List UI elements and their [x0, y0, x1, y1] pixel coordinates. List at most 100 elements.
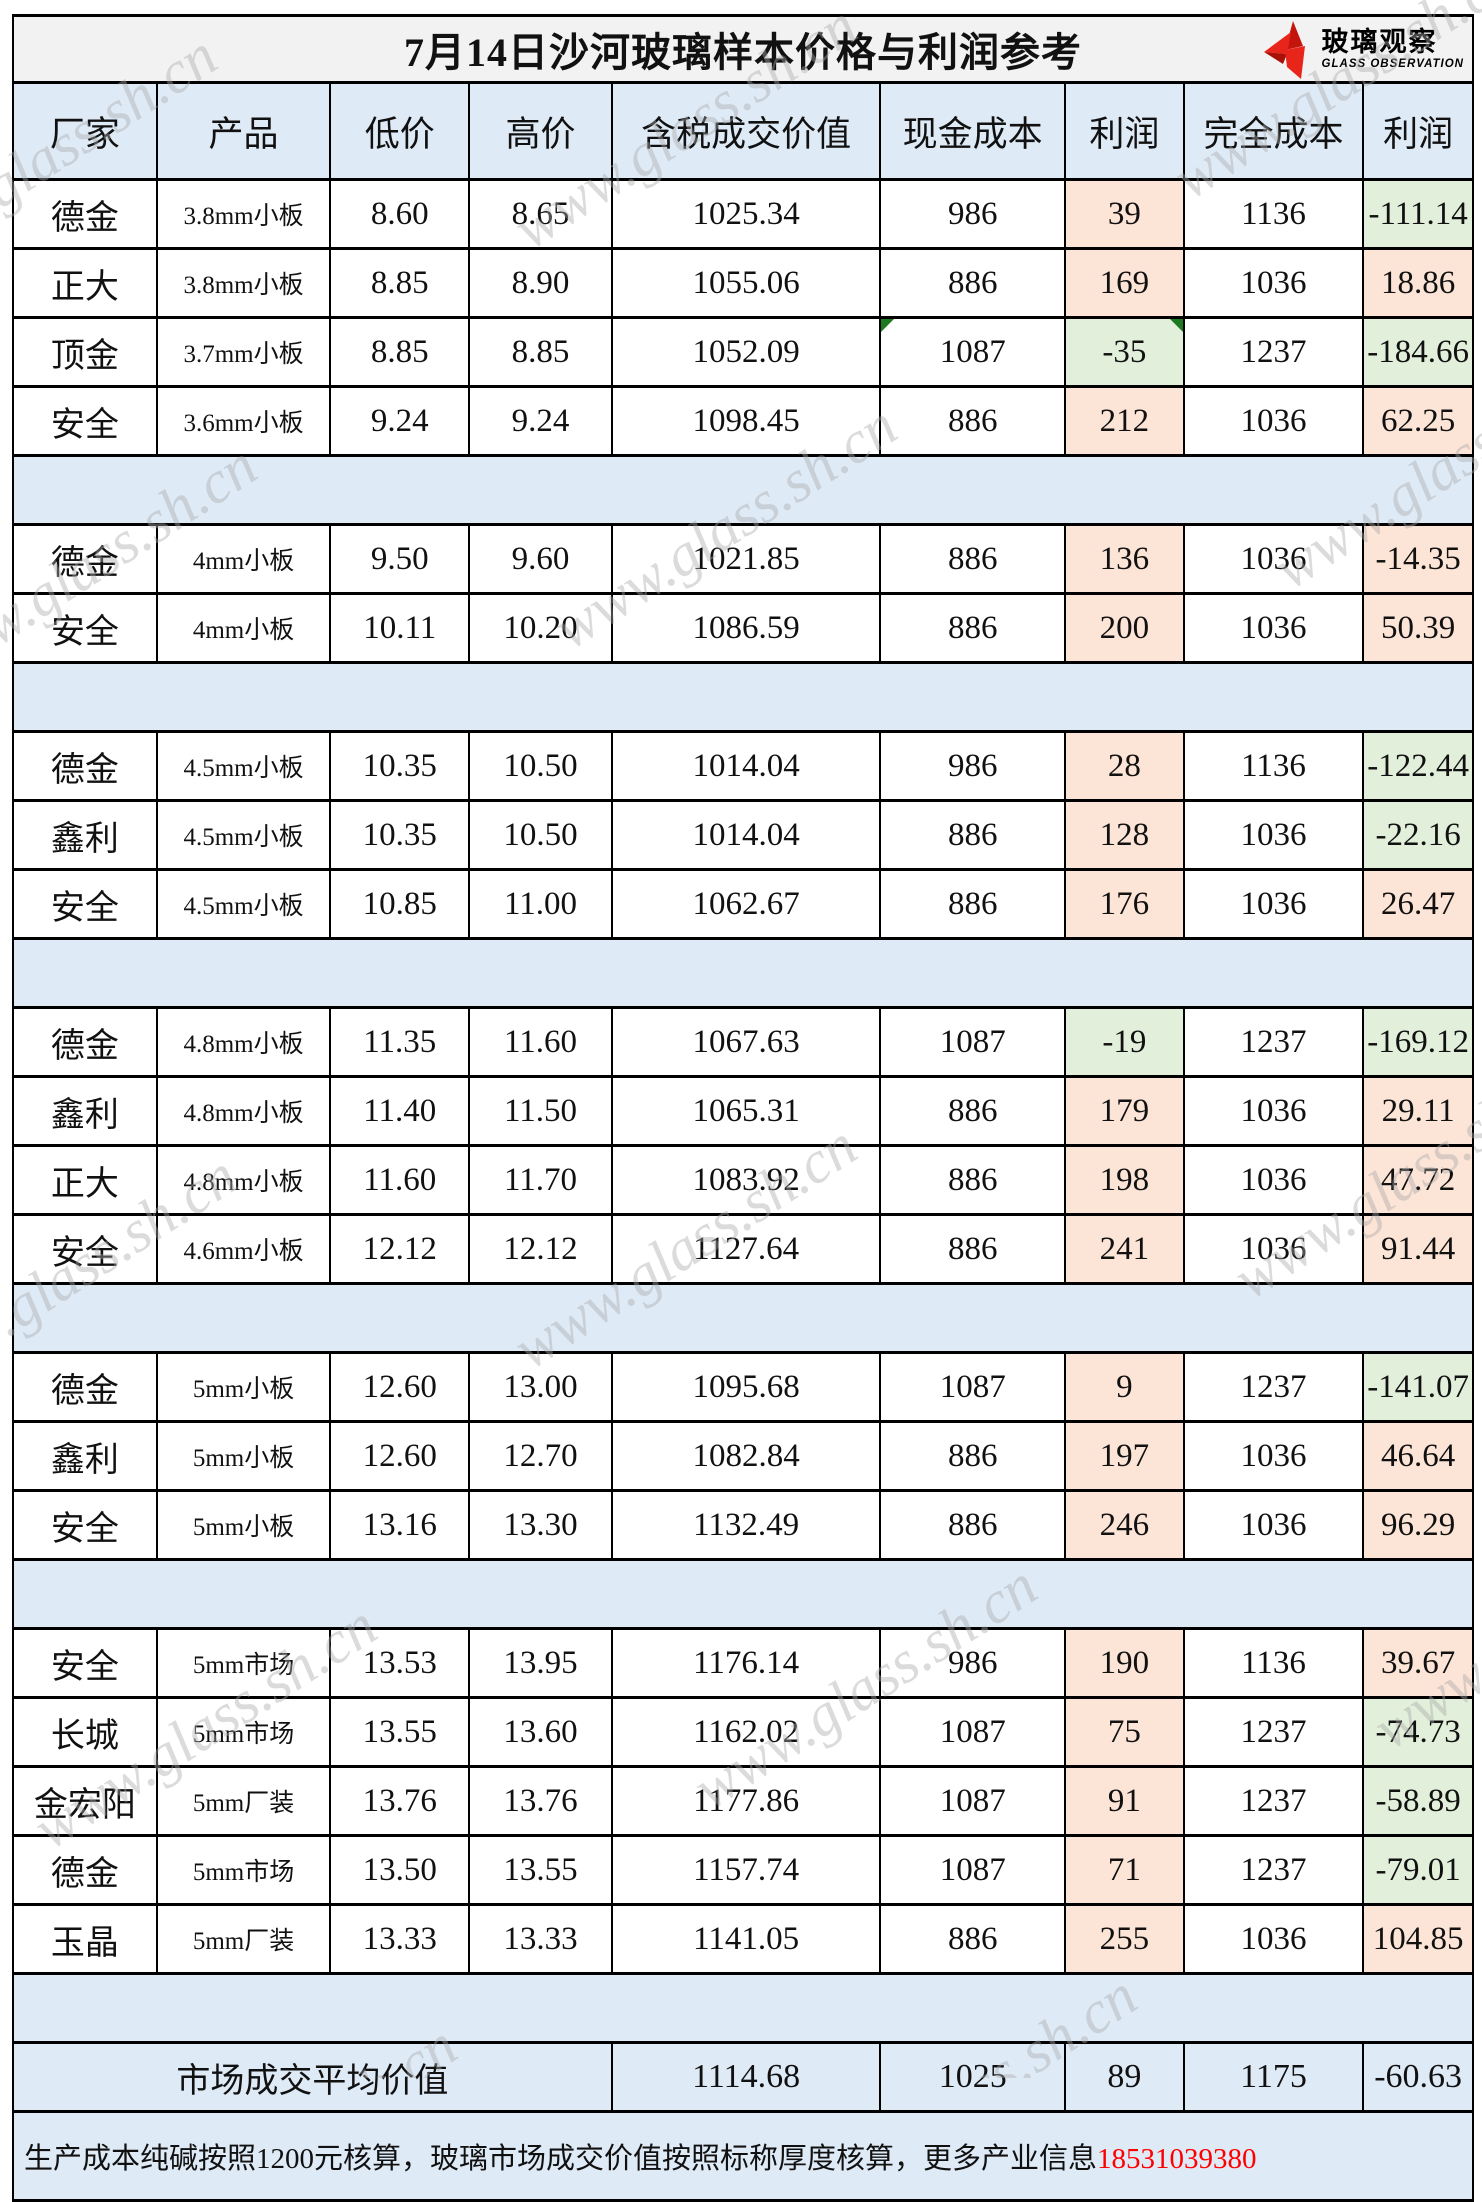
- group-separator: [12, 1282, 1474, 1354]
- cell-high-price: 10.20: [468, 592, 613, 664]
- cell-high-price: 11.70: [468, 1144, 613, 1216]
- cell-product: 5mm厂装: [155, 1903, 332, 1975]
- cell-full-profit: 50.39: [1362, 592, 1474, 664]
- cell-full-profit: -141.07: [1362, 1351, 1474, 1423]
- cell-product: 5mm市场: [155, 1834, 332, 1906]
- cell-cash-cost: 886: [879, 799, 1067, 871]
- cell-factory: 德金: [12, 1006, 158, 1078]
- cell-product: 3.7mm小板: [155, 316, 332, 388]
- cell-full-cost: 1237: [1182, 1696, 1365, 1768]
- table-row: 德金 4.8mm小板 11.35 11.60 1067.63 1087 -19 1237 -16…: [12, 1006, 1474, 1078]
- column-header: 高价: [468, 81, 613, 181]
- cell-factory: 鑫利: [12, 1420, 158, 1492]
- cell-low-price: 13.76: [329, 1765, 471, 1837]
- cell-low-price: 10.85: [329, 868, 471, 940]
- cell-taxed-value: 1067.63: [610, 1006, 882, 1078]
- group-separator-row: [12, 661, 1474, 733]
- table-row: 德金 4.5mm小板 10.35 10.50 1014.04 986 28 1136 -122.…: [12, 730, 1474, 802]
- cell-taxed-value: 1086.59: [610, 592, 882, 664]
- cell-high-price: 8.85: [468, 316, 613, 388]
- cell-low-price: 13.55: [329, 1696, 471, 1768]
- summary-cash-cost: 1025: [879, 2041, 1067, 2113]
- cell-taxed-value: 1098.45: [610, 385, 882, 457]
- cell-cash-cost: 886: [879, 1489, 1067, 1561]
- cell-cash-cost: 1087: [879, 1351, 1067, 1423]
- logo-text-en: GLASS OBSERVATION: [1321, 58, 1464, 71]
- cell-factory: 安全: [12, 1213, 158, 1285]
- cell-cash-cost: 886: [879, 868, 1067, 940]
- cell-factory: 正大: [12, 1144, 158, 1216]
- column-header: 利润: [1362, 81, 1474, 181]
- cell-full-cost: 1237: [1182, 1351, 1365, 1423]
- cell-full-cost: 1036: [1182, 1144, 1365, 1216]
- cell-high-price: 10.50: [468, 799, 613, 871]
- table-row: 德金 3.8mm小板 8.60 8.65 1025.34 986 39 1136 -111.14: [12, 178, 1474, 250]
- cell-full-profit: -22.16: [1362, 799, 1474, 871]
- cell-factory: 安全: [12, 592, 158, 664]
- cell-cash-cost: 886: [879, 385, 1067, 457]
- table-row: 德金 5mm市场 13.50 13.55 1157.74 1087 71 1237 -79.01: [12, 1834, 1474, 1906]
- cell-factory: 安全: [12, 1627, 158, 1699]
- cell-factory: 玉晶: [12, 1903, 158, 1975]
- cell-low-price: 10.35: [329, 799, 471, 871]
- cell-high-price: 13.55: [468, 1834, 613, 1906]
- cell-taxed-value: 1062.67: [610, 868, 882, 940]
- cell-factory: 鑫利: [12, 1075, 158, 1147]
- cell-cash-profit: 190: [1064, 1627, 1185, 1699]
- cell-cash-cost: 886: [879, 523, 1067, 595]
- cell-product: 4.8mm小板: [155, 1006, 332, 1078]
- cell-low-price: 12.60: [329, 1420, 471, 1492]
- column-header: 厂家: [12, 81, 158, 181]
- cell-full-profit: 47.72: [1362, 1144, 1474, 1216]
- cell-cash-profit: 28: [1064, 730, 1185, 802]
- cell-low-price: 13.50: [329, 1834, 471, 1906]
- group-separator: [12, 937, 1474, 1009]
- group-separator-row: [12, 937, 1474, 1009]
- cell-low-price: 8.85: [329, 316, 471, 388]
- summary-profit1: 89: [1064, 2041, 1185, 2113]
- cell-factory: 顶金: [12, 316, 158, 388]
- cell-product: 3.8mm小板: [155, 178, 332, 250]
- table-row: 玉晶 5mm厂装 13.33 13.33 1141.05 886 255 1036 104.85: [12, 1903, 1474, 1975]
- cell-taxed-value: 1052.09: [610, 316, 882, 388]
- cell-low-price: 13.33: [329, 1903, 471, 1975]
- cell-cash-cost: 886: [879, 1144, 1067, 1216]
- cell-cash-cost: 886: [879, 1075, 1067, 1147]
- cell-factory: 德金: [12, 1834, 158, 1906]
- cell-full-profit: -79.01: [1362, 1834, 1474, 1906]
- cell-cash-cost: 986: [879, 1627, 1067, 1699]
- cell-high-price: 13.76: [468, 1765, 613, 1837]
- cell-full-profit: -169.12: [1362, 1006, 1474, 1078]
- cell-full-profit: 29.11: [1362, 1075, 1474, 1147]
- cell-high-price: 11.50: [468, 1075, 613, 1147]
- table-row: 德金 5mm小板 12.60 13.00 1095.68 1087 9 1237 -141.07: [12, 1351, 1474, 1423]
- cell-taxed-value: 1177.86: [610, 1765, 882, 1837]
- table-row: 鑫利 4.8mm小板 11.40 11.50 1065.31 886 179 1036 29.1…: [12, 1075, 1474, 1147]
- cell-low-price: 9.50: [329, 523, 471, 595]
- cell-product: 4.8mm小板: [155, 1075, 332, 1147]
- cell-high-price: 13.00: [468, 1351, 613, 1423]
- cell-product: 5mm小板: [155, 1351, 332, 1423]
- cell-taxed-value: 1065.31: [610, 1075, 882, 1147]
- cell-product: 5mm小板: [155, 1489, 332, 1561]
- cell-cash-profit: 169: [1064, 247, 1185, 319]
- cell-taxed-value: 1083.92: [610, 1144, 882, 1216]
- cell-full-cost: 1136: [1182, 178, 1365, 250]
- price-table: 7月14日沙河玻璃样本价格与利润参考 玻璃观察 GLASS OBSERVATIO…: [12, 14, 1474, 2202]
- cell-factory: 安全: [12, 1489, 158, 1561]
- cell-cash-cost: 986: [879, 730, 1067, 802]
- column-header: 现金成本: [879, 81, 1067, 181]
- table-row: 安全 5mm小板 13.16 13.30 1132.49 886 246 1036 96.29: [12, 1489, 1474, 1561]
- cell-high-price: 13.95: [468, 1627, 613, 1699]
- cell-high-price: 11.60: [468, 1006, 613, 1078]
- group-separator-row: [12, 1558, 1474, 1630]
- table-row: 安全 3.6mm小板 9.24 9.24 1098.45 886 212 1036 62.25: [12, 385, 1474, 457]
- cell-full-cost: 1036: [1182, 385, 1365, 457]
- table-row: 安全 4.5mm小板 10.85 11.00 1062.67 886 176 1036 26.4…: [12, 868, 1474, 940]
- cell-high-price: 12.70: [468, 1420, 613, 1492]
- table-row: 安全 4.6mm小板 12.12 12.12 1127.64 886 241 1036 91.4…: [12, 1213, 1474, 1285]
- cell-low-price: 11.35: [329, 1006, 471, 1078]
- group-separator: [12, 1972, 1474, 2044]
- cell-full-profit: -74.73: [1362, 1696, 1474, 1768]
- cell-taxed-value: 1127.64: [610, 1213, 882, 1285]
